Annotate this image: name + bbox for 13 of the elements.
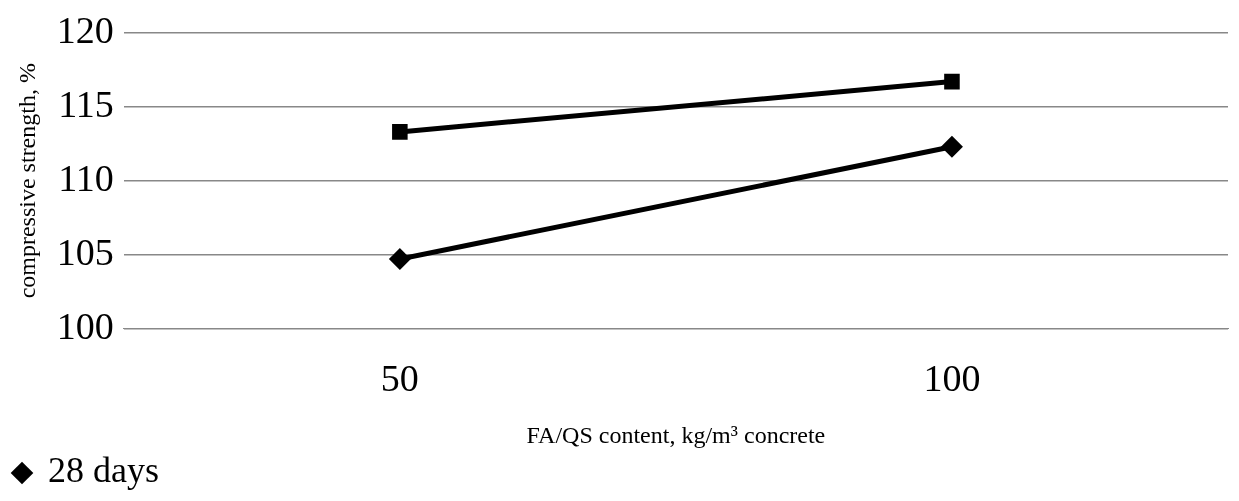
y-axis-title: compressive strength, % — [13, 63, 40, 299]
point — [392, 124, 408, 140]
point — [940, 135, 963, 158]
x-tick-label: 50 — [380, 357, 419, 400]
legend-label: 28 days — [48, 450, 159, 491]
point — [388, 248, 411, 271]
y-tick-label: 120 — [56, 8, 114, 51]
y-tick-label: 105 — [56, 230, 114, 273]
y-tick-label: 100 — [56, 304, 114, 347]
point — [944, 73, 960, 90]
y-tick-label: 115 — [58, 82, 114, 125]
y-tick-label: 110 — [58, 156, 114, 199]
x-axis-title: FA/QS content, kg/m³ concrete — [526, 421, 826, 448]
